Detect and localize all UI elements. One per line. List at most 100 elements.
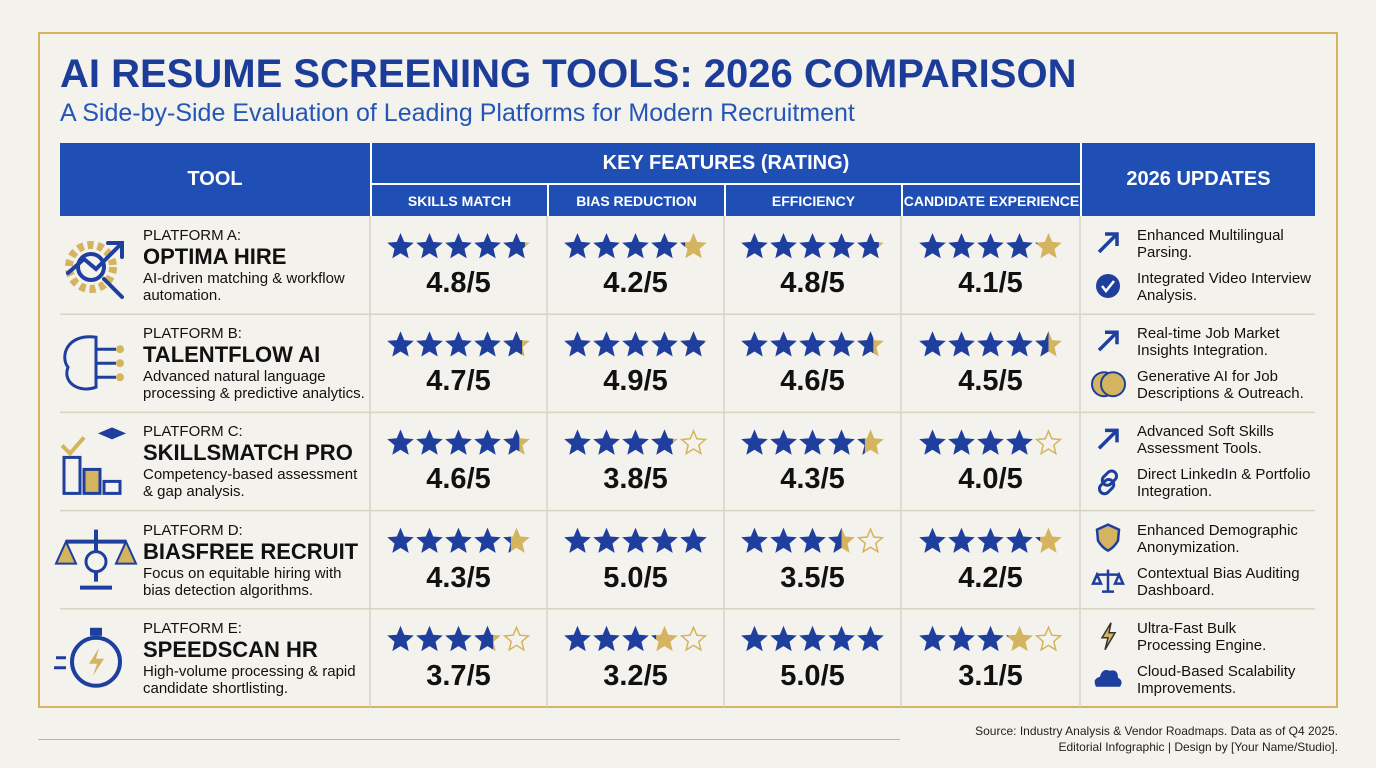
- update-text: Enhanced Demographic Anonymization.: [1137, 521, 1298, 556]
- update-text: Ultra-Fast Bulk Processing Engine.: [1137, 619, 1267, 654]
- subtitle: A Side-by-Side Evaluation of Leading Pla…: [60, 99, 855, 127]
- star: [919, 429, 946, 455]
- rating-label: 4.3/5: [426, 561, 491, 594]
- icon: [116, 345, 124, 354]
- star: [948, 331, 975, 357]
- star: [741, 429, 768, 455]
- star: [948, 625, 975, 652]
- star: [856, 527, 885, 554]
- icon: [84, 550, 108, 574]
- icon: [102, 479, 122, 495]
- update-text: Real-time Job Market Insights Integratio…: [1137, 325, 1280, 360]
- star: [564, 233, 591, 259]
- star-rating: [564, 625, 708, 652]
- star: [1035, 233, 1062, 259]
- star: [502, 625, 531, 652]
- icon: [1097, 330, 1119, 352]
- star: [387, 527, 414, 553]
- platform-label: PLATFORM B:: [143, 325, 242, 343]
- header-feature-column: BIAS REDUCTION: [547, 183, 724, 216]
- star: [948, 527, 975, 553]
- star: [622, 527, 649, 553]
- rating-label: 4.0/5: [958, 463, 1023, 496]
- star: [828, 233, 855, 259]
- star: [770, 331, 797, 357]
- star: [622, 331, 649, 357]
- star: [1034, 428, 1063, 456]
- star: [564, 625, 591, 652]
- frame: [38, 32, 1338, 708]
- header-features: KEY FEATURES (RATING): [370, 143, 1080, 183]
- icon: [63, 335, 98, 391]
- rating-label: 4.8/5: [426, 267, 491, 299]
- star-rating: [741, 233, 884, 259]
- star: [857, 331, 874, 357]
- rating-label: 3.8/5: [603, 463, 668, 496]
- star-rating: [564, 331, 707, 357]
- star: [799, 429, 826, 455]
- platform-name: BIASFREE RECRUIT: [143, 538, 359, 564]
- icon: [1097, 428, 1119, 450]
- icon: [54, 539, 138, 565]
- star-rating: [387, 429, 530, 455]
- update-text: Enhanced Multilingual Parsing.: [1137, 227, 1284, 261]
- rating-label: 4.2/5: [603, 267, 668, 299]
- star: [503, 429, 520, 455]
- star: [680, 527, 707, 553]
- rating-label: 4.6/5: [426, 463, 491, 496]
- update-text: Advanced Soft Skills Assessment Tools.: [1137, 423, 1274, 458]
- star: [651, 625, 678, 652]
- star: [919, 527, 946, 553]
- star: [680, 233, 707, 259]
- star: [828, 527, 842, 553]
- star: [445, 331, 472, 357]
- star: [828, 331, 855, 357]
- star-rating: [741, 429, 884, 455]
- icon: [98, 427, 126, 440]
- star: [503, 536, 511, 553]
- star: [1006, 625, 1033, 652]
- star: [445, 527, 472, 553]
- star: [474, 331, 501, 357]
- platform-name: SPEEDSCAN HR: [143, 636, 318, 662]
- icon: [116, 373, 124, 382]
- icon: [1101, 280, 1115, 294]
- star-rating: [564, 527, 707, 553]
- icon: [1097, 232, 1119, 254]
- star: [651, 331, 678, 357]
- header-feature-column: EFFICIENCY: [724, 183, 901, 216]
- star-rating: [387, 625, 531, 652]
- star: [680, 242, 686, 247]
- icon: [1095, 523, 1121, 552]
- footer-credit: Editorial Infographic | Design by [Your …: [1058, 740, 1339, 754]
- star: [799, 625, 826, 652]
- platform-name: OPTIMA HIRE: [143, 244, 287, 269]
- star: [622, 233, 649, 259]
- star: [416, 331, 443, 357]
- star: [593, 527, 620, 553]
- star: [828, 625, 855, 652]
- star: [474, 429, 501, 455]
- star: [799, 331, 826, 357]
- star: [1034, 625, 1063, 652]
- platform-description: AI-driven matching & workflow automation…: [143, 270, 345, 304]
- star: [679, 625, 708, 652]
- star-rating: [741, 625, 884, 652]
- star: [741, 331, 768, 357]
- icon: [1100, 469, 1119, 487]
- star: [1006, 635, 1009, 638]
- star-rating: [564, 428, 708, 456]
- star: [651, 635, 657, 640]
- update-text: Integrated Video Interview Analysis.: [1137, 270, 1312, 304]
- star: [387, 233, 414, 259]
- star-rating: [387, 527, 530, 553]
- icon: [90, 627, 102, 636]
- star: [445, 625, 472, 652]
- icon: [54, 656, 66, 670]
- star: [445, 233, 472, 259]
- star: [1006, 331, 1033, 357]
- star: [503, 331, 523, 357]
- star: [474, 625, 494, 652]
- star: [948, 233, 975, 259]
